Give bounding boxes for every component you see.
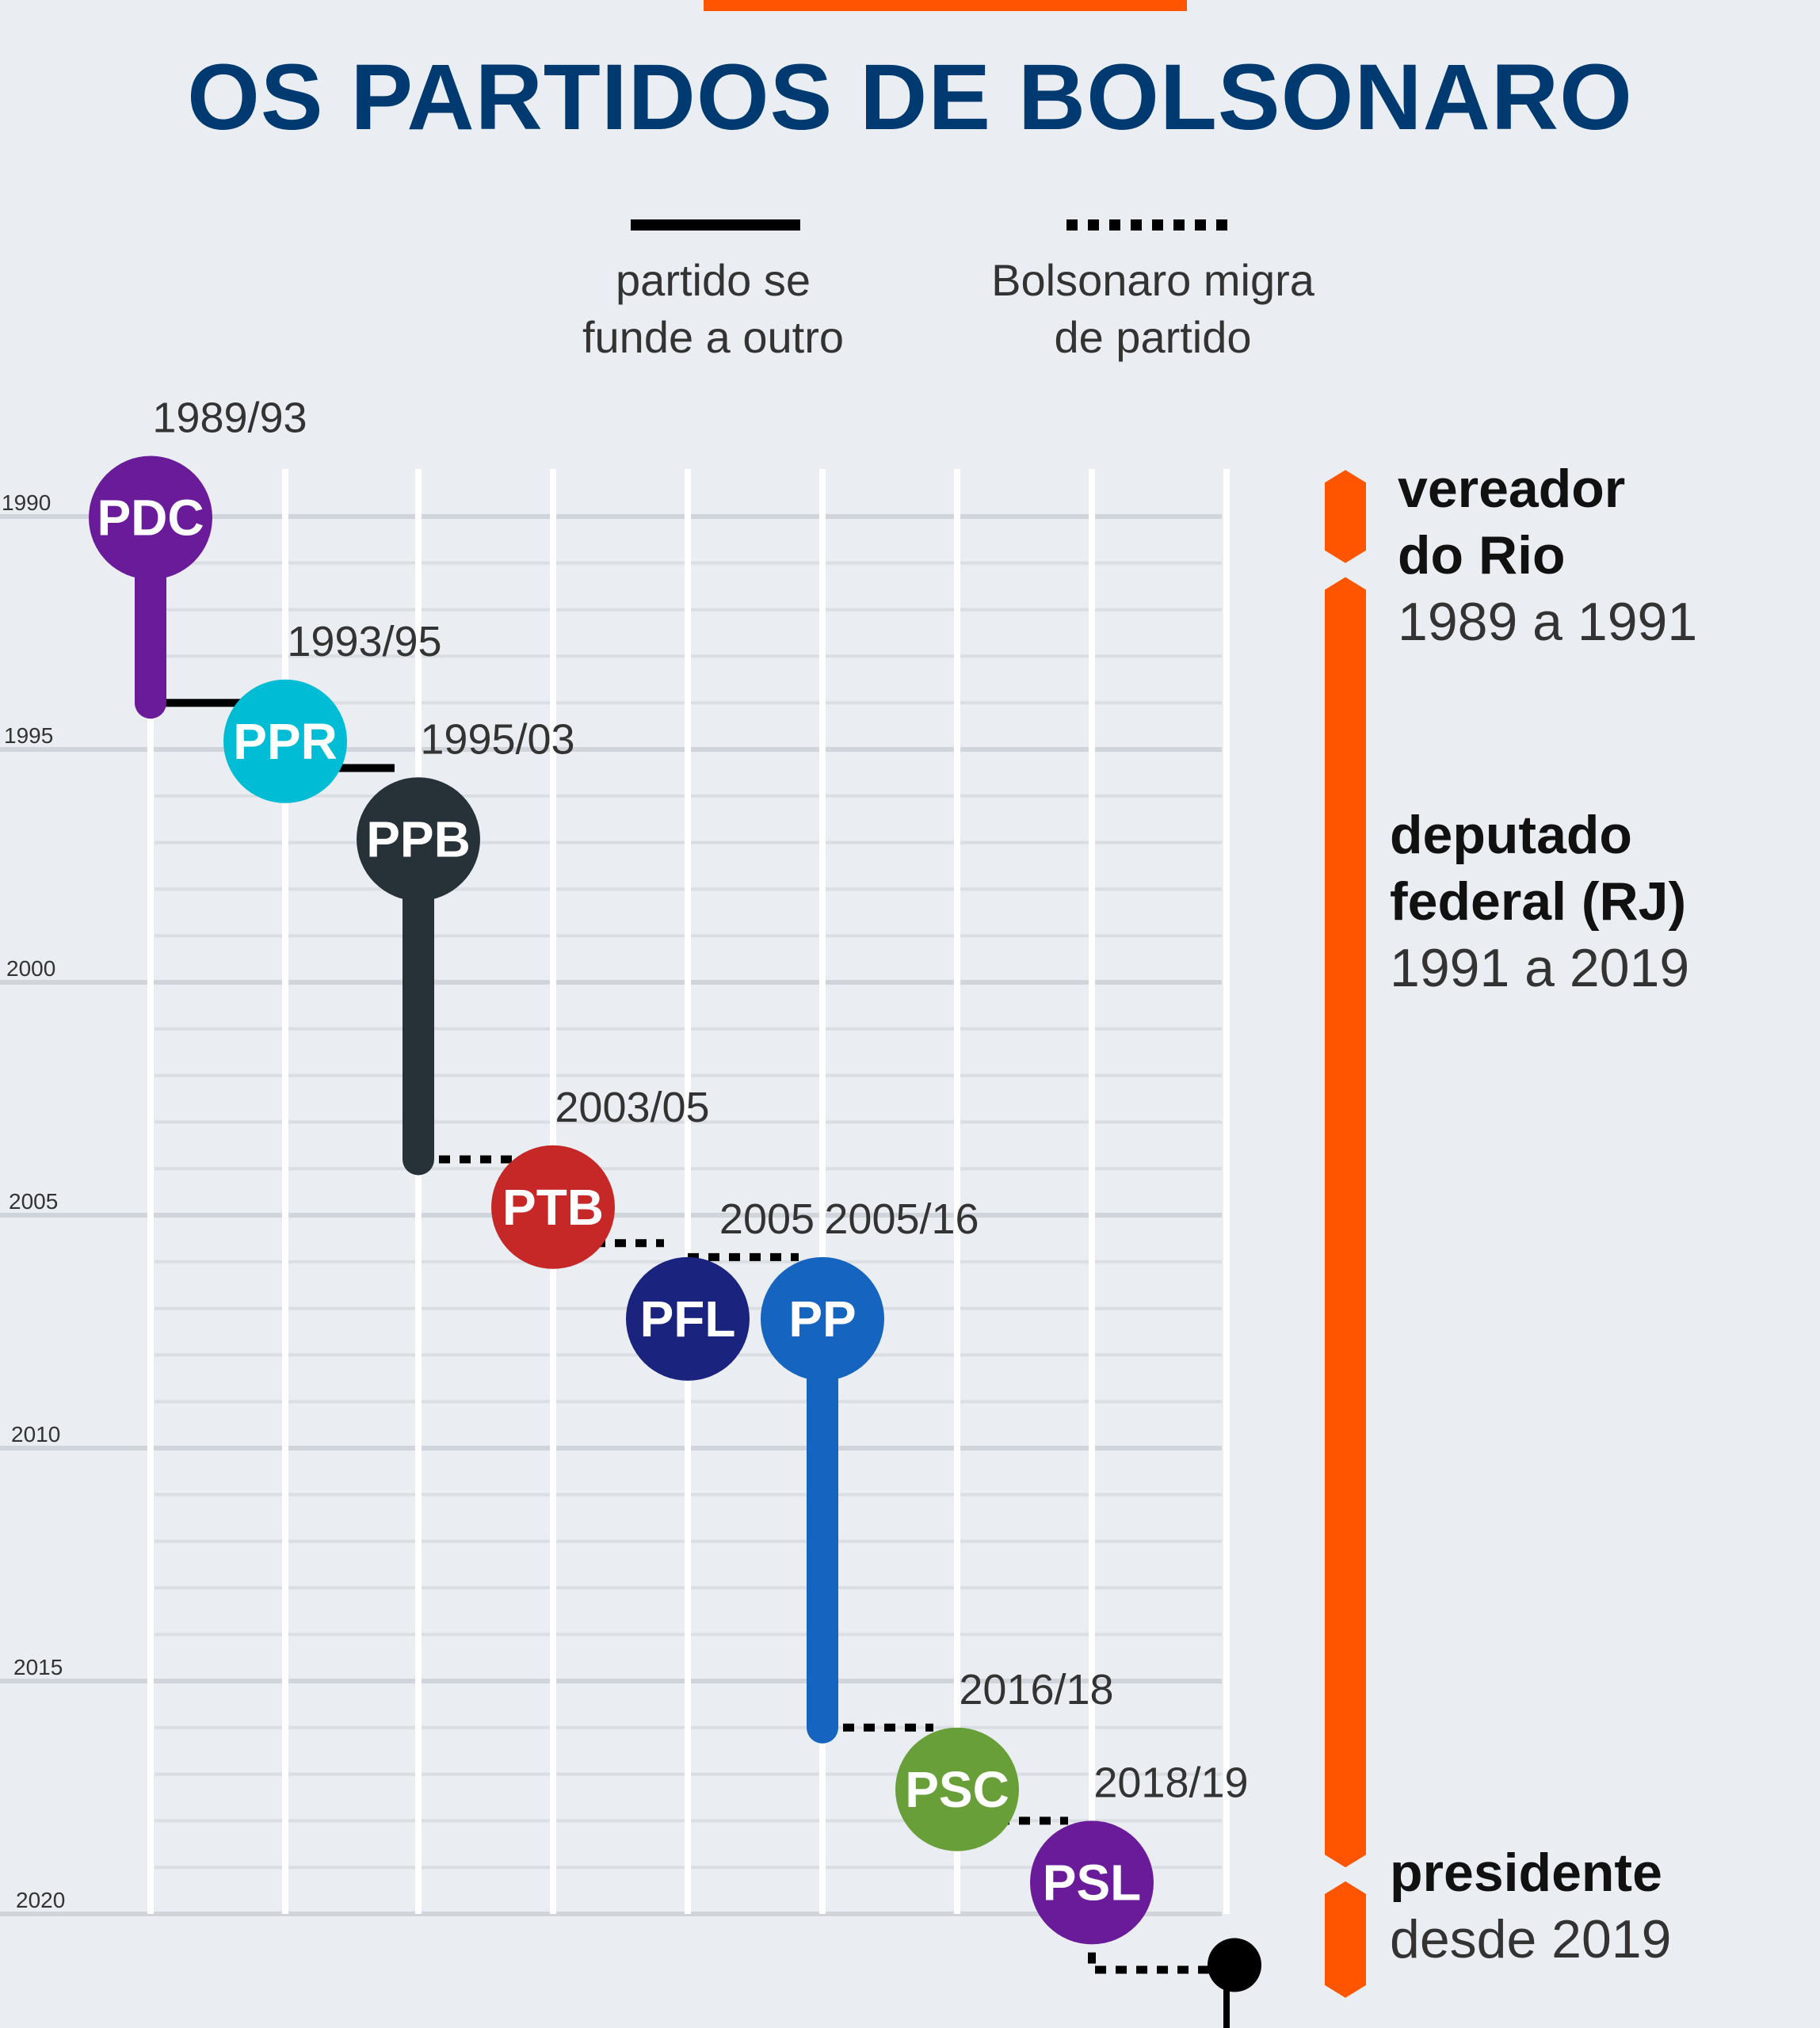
party-label-ptb: PTB — [502, 1179, 604, 1236]
party-pp: PP 2005/16 — [761, 1195, 979, 1744]
role-presidente-title-1: presidente — [1390, 1843, 1662, 1903]
party-label-ppb: PPB — [366, 810, 471, 867]
legend-migrate: Bolsonaro migra de partido — [959, 252, 1347, 366]
party-circle-psc — [895, 1727, 1019, 1851]
party-markers: PDC 1989/93 PPR 1993/95 PPB 1995/03 PTB 2003/05… — [89, 395, 1249, 1945]
role-bar-presidente — [1325, 1881, 1366, 1998]
year-label-1995: 1995 — [4, 723, 53, 748]
party-period-pp: 2005/16 — [824, 1195, 979, 1243]
party-period-ptb: 2003/05 — [555, 1084, 709, 1131]
role-deputado-title-2: federal (RJ) — [1390, 871, 1687, 932]
role-vereador: vereador do Rio 1989 a 1991 — [1398, 456, 1697, 655]
party-circle-ppr — [223, 679, 347, 803]
party-label-pdc: PDC — [97, 490, 204, 547]
year-label-2005: 2005 — [9, 1189, 58, 1214]
party-psl: PSL 2018/19 — [1030, 1759, 1249, 1945]
year-label-2010: 2010 — [11, 1422, 60, 1447]
party-circle-ptb — [491, 1145, 615, 1269]
party-period-ppr: 1993/95 — [287, 618, 441, 665]
party-label-pfl: PFL — [640, 1290, 736, 1348]
role-presidente-years: desde 2019 — [1390, 1909, 1672, 1969]
party-period-pdc: 1989/93 — [152, 395, 307, 442]
role-presidente: presidente desde 2019 — [1390, 1839, 1671, 1973]
party-psc: PSC 2016/18 — [895, 1666, 1114, 1851]
party-ptb: PTB 2003/05 — [491, 1084, 710, 1269]
role-deputado-years: 1991 a 2019 — [1390, 938, 1690, 998]
party-pfl: PFL 2005 — [626, 1195, 815, 1381]
role-vereador-title-1: vereador — [1398, 459, 1626, 519]
party-ppr: PPR 1993/95 — [223, 618, 442, 803]
legend-migrate-text-1: Bolsonaro migra — [991, 255, 1314, 305]
party-circle-pp — [761, 1256, 884, 1381]
party-circle-ppb — [357, 777, 480, 902]
legend-merge: partido se funde a outro — [547, 252, 879, 366]
party-label-ppr: PPR — [233, 713, 338, 770]
party-label-psc: PSC — [905, 1761, 1009, 1818]
party-pdc: PDC 1989/93 — [89, 395, 307, 719]
party-circle-psl — [1030, 1820, 1154, 1945]
role-bars — [1325, 470, 1366, 1998]
party-circle-pdc — [89, 456, 212, 580]
party-ppb: PPB 1995/03 — [357, 715, 575, 1176]
year-label-2020: 2020 — [16, 1888, 65, 1912]
year-label-1990: 1990 — [2, 490, 51, 515]
role-bar-deputado — [1325, 577, 1366, 1868]
year-label-2015: 2015 — [13, 1655, 63, 1679]
year-axis-labels: 1990 1995 2000 2005 2010 2015 2020 — [2, 490, 65, 1912]
present-dot — [1208, 1938, 1261, 1992]
party-label-psl: PSL — [1043, 1854, 1141, 1911]
top-accent-bar — [704, 0, 1187, 11]
role-deputado-title-1: deputado — [1390, 805, 1632, 865]
party-period-pfl: 2005 — [719, 1195, 815, 1243]
party-period-psl: 2018/19 — [1093, 1759, 1248, 1806]
legend-migrate-text-2: de partido — [1054, 312, 1252, 362]
party-circle-pfl — [626, 1256, 750, 1381]
legend-merge-text-1: partido se — [616, 255, 811, 305]
role-bar-vereador — [1325, 470, 1366, 563]
year-grid — [0, 469, 1230, 1916]
page-title: OS PARTIDOS DE BOLSONARO — [187, 45, 1633, 150]
party-period-ppb: 1995/03 — [420, 715, 574, 763]
year-label-2000: 2000 — [6, 956, 55, 981]
role-vereador-title-2: do Rio — [1398, 525, 1566, 585]
party-period-psc: 2016/18 — [959, 1666, 1113, 1714]
legend-merge-text-2: funde a outro — [582, 312, 845, 362]
role-vereador-years: 1989 a 1991 — [1398, 592, 1698, 652]
party-label-pp: PP — [788, 1290, 856, 1348]
role-deputado: deputado federal (RJ) 1991 a 2019 — [1390, 802, 1689, 1001]
